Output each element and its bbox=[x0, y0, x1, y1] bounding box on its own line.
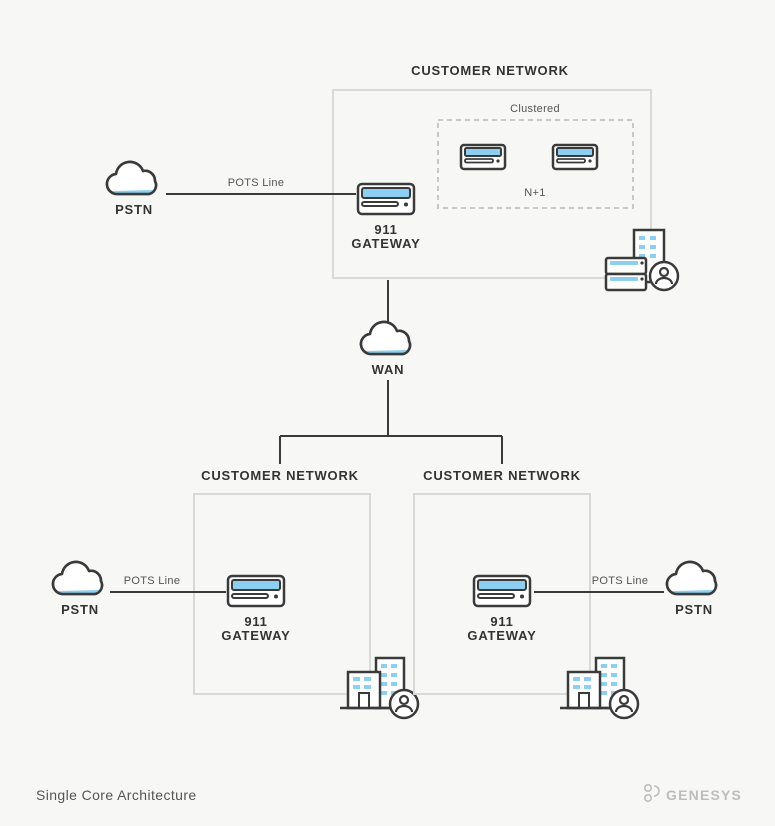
architecture-diagram: CUSTOMER NETWORK Clustered N+1 911 GATEW… bbox=[0, 0, 775, 826]
top-gateway-icon bbox=[358, 184, 414, 214]
clustered-label: Clustered bbox=[510, 103, 560, 115]
right-gateway-line1: 911 bbox=[490, 614, 513, 629]
top-pots-label: POTS Line bbox=[228, 177, 285, 189]
left-pots-label: POTS Line bbox=[124, 575, 181, 587]
left-gateway-icon bbox=[228, 576, 284, 606]
top-buildings-server-icon bbox=[606, 230, 678, 290]
right-buildings-icon bbox=[560, 658, 638, 718]
np1-label: N+1 bbox=[524, 187, 545, 199]
top-pstn-cloud-icon bbox=[107, 162, 156, 194]
brand-logo-icon bbox=[645, 785, 659, 801]
left-gateway-line2: GATEWAY bbox=[221, 628, 290, 643]
clustered-server-2-icon bbox=[553, 145, 597, 169]
wan-branch-connector bbox=[280, 380, 502, 464]
wan-cloud-icon bbox=[361, 322, 410, 354]
left-buildings-icon bbox=[340, 658, 418, 718]
left-gateway-line1: 911 bbox=[244, 614, 267, 629]
left-pstn-cloud-icon bbox=[53, 562, 102, 594]
right-pstn-cloud-icon bbox=[667, 562, 716, 594]
brand-text: GENESYS bbox=[666, 787, 742, 803]
right-pots-label: POTS Line bbox=[592, 575, 649, 587]
top-gateway-line2: GATEWAY bbox=[351, 236, 420, 251]
top-gateway-line1: 911 bbox=[374, 222, 397, 237]
wan-label: WAN bbox=[372, 362, 405, 377]
right-network-title: CUSTOMER NETWORK bbox=[423, 468, 581, 483]
left-network-title: CUSTOMER NETWORK bbox=[201, 468, 359, 483]
right-pstn-label: PSTN bbox=[675, 602, 713, 617]
top-network-title: CUSTOMER NETWORK bbox=[411, 63, 569, 78]
clustered-server-1-icon bbox=[461, 145, 505, 169]
diagram-caption: Single Core Architecture bbox=[36, 787, 197, 803]
right-gateway-icon bbox=[474, 576, 530, 606]
right-gateway-line2: GATEWAY bbox=[467, 628, 536, 643]
top-pstn-label: PSTN bbox=[115, 202, 153, 217]
left-pstn-label: PSTN bbox=[61, 602, 99, 617]
